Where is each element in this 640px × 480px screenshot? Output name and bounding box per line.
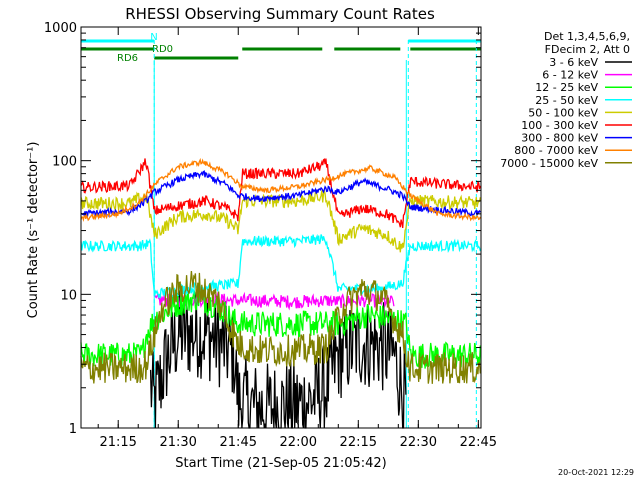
- y-axis-label: Count Rate (s⁻¹ detector⁻¹): [26, 142, 41, 319]
- flag-label-n: N: [150, 32, 157, 43]
- legend-entry-label: 6 - 12 keV: [542, 69, 598, 82]
- x-tick-label: 22:45: [460, 435, 497, 450]
- legend-entry-label: 3 - 6 keV: [549, 56, 598, 69]
- plot-axes: 21:15 21:30 21:45 22:00 22:15 22:30 22:45 1 10 10…: [44, 21, 497, 450]
- series-line-1: [149, 290, 407, 429]
- x-tick-label: 22:15: [340, 435, 377, 450]
- y-tick-label: 1: [69, 422, 77, 437]
- legend-entry-label: 300 - 800 keV: [521, 132, 598, 145]
- legend-entry-label: 50 - 100 keV: [528, 106, 598, 119]
- x-tick-label: 22:30: [400, 435, 437, 450]
- y-tick-label: 1000: [44, 21, 77, 36]
- flag-label-rd6: RD6: [117, 53, 138, 64]
- x-tick-label: 21:45: [220, 435, 257, 450]
- series-line-4: [80, 233, 481, 299]
- x-tick-label: 21:30: [159, 435, 196, 450]
- x-axis-label: Start Time (21-Sep-05 21:05:42): [175, 456, 386, 471]
- legend-entry-label: 7000 - 15000 keV: [500, 157, 598, 170]
- series-line-3: [80, 288, 481, 369]
- series-layer: [80, 157, 481, 429]
- x-tick-label: 21:15: [99, 435, 136, 450]
- series-line-9: [80, 270, 481, 384]
- legend-entry-label: 12 - 25 keV: [535, 81, 598, 94]
- legend-entry-label: 100 - 300 keV: [521, 119, 598, 132]
- legend: Det 1,3,4,5,6,9,FDecim 2, Att 03 - 6 keV…: [500, 30, 632, 170]
- series-line-8: [80, 157, 481, 223]
- series-line-6: [80, 158, 481, 229]
- y-tick-label: 10: [60, 288, 77, 303]
- legend-entry-label: 800 - 7000 keV: [514, 144, 598, 157]
- legend-header-line: FDecim 2, Att 0: [545, 43, 630, 56]
- series-line-7: [80, 170, 481, 218]
- y-tick-label: 100: [52, 155, 77, 170]
- legend-header-line: Det 1,3,4,5,6,9,: [544, 30, 630, 43]
- chart-title: RHESSI Observing Summary Count Rates: [125, 5, 435, 23]
- plot-frame: [80, 26, 482, 429]
- flag-label-rd0: RD0: [152, 44, 173, 55]
- footer-date: 20-Oct-2021 12:29: [558, 468, 634, 477]
- legend-entry-label: 25 - 50 keV: [535, 94, 598, 107]
- x-tick-label: 22:00: [280, 435, 317, 450]
